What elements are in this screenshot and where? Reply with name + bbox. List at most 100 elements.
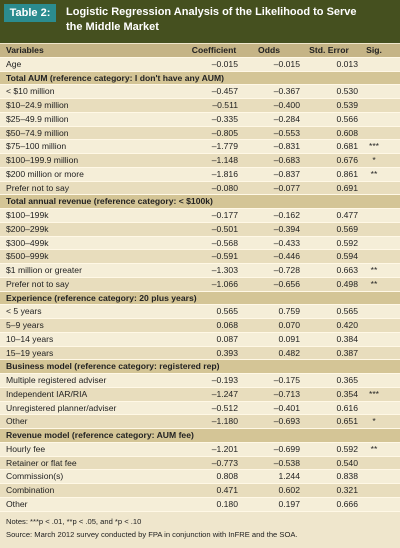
table-row: $10–24.9 million –0.511 –0.400 0.539: [0, 99, 400, 113]
cell-value: 0.384: [336, 333, 358, 344]
row-label: $200 million or more: [6, 168, 84, 179]
cell-value: 0.365: [336, 375, 358, 385]
cell-value: –0.837: [273, 168, 300, 179]
cell-value: 0.608: [336, 127, 358, 138]
table-row: Other –1.180 –0.693 0.651 *: [0, 415, 400, 429]
table-row: $75–100 million –1.779 –0.831 0.681 ***: [0, 140, 400, 154]
row-label: Independent IAR/RIA: [6, 388, 88, 399]
cell-value: 0.592: [336, 237, 358, 248]
note: Notes: ***p < .01, **p < .05, and *p < .…: [6, 517, 142, 526]
column-header: Odds: [258, 45, 280, 55]
cell-value: –0.553: [273, 127, 300, 138]
cell-value: –0.683: [273, 155, 300, 165]
cell-value: –0.080: [211, 182, 238, 193]
table-row: 10–14 years 0.087 0.091 0.384: [0, 332, 400, 347]
table-row: < $10 million –0.457 –0.367 0.530: [0, 85, 400, 99]
cell-value: –0.015: [273, 58, 300, 69]
cell-value: –1.247: [211, 388, 238, 399]
cell-value: 0.602: [278, 485, 300, 495]
cell-value: –0.805: [211, 127, 238, 138]
cell-value: 0.180: [216, 498, 238, 509]
cell-value: 0.482: [278, 347, 300, 358]
row-label: 15–19 years: [6, 347, 54, 358]
cell-value: 0.498: [336, 278, 358, 289]
row-label: < 5 years: [6, 306, 42, 317]
table-row: 15–19 years 0.393 0.482 0.387: [0, 346, 400, 361]
column-header: Variables: [6, 45, 44, 55]
cell-value: –0.728: [273, 265, 300, 275]
cell-value: ***: [368, 388, 380, 399]
table-row: $200–299k –0.501 –0.394 0.569: [0, 222, 400, 237]
cell-value: –1.201: [211, 443, 238, 454]
table-row: $200 million or more –1.816 –0.837 0.861 **: [0, 167, 400, 182]
cell-value: 0.592: [336, 443, 358, 454]
row-label: $10–24.9 million: [6, 100, 69, 110]
table-row: $300–499k –0.568 –0.433 0.592: [0, 236, 400, 251]
table-label: Table 2:: [4, 4, 56, 22]
cell-value: –0.367: [273, 86, 300, 97]
column-header: Sig.: [366, 45, 382, 55]
header-row: Variables Coefficient Odds Std. Error Sig.: [0, 44, 400, 58]
table-row: Prefer not to say –1.066 –0.656 0.498 **: [0, 277, 400, 292]
cell-value: –0.162: [273, 210, 300, 220]
cell-value: –0.457: [211, 86, 238, 97]
cell-value: 0.087: [216, 333, 238, 344]
cell-value: –0.394: [273, 223, 300, 234]
cell-value: –0.175: [273, 375, 300, 385]
cell-value: 0.530: [336, 86, 358, 97]
cell-value: 0.663: [336, 265, 358, 275]
cell-value: –0.656: [273, 278, 300, 289]
cell-value: 0.321: [336, 485, 358, 495]
table-row: Commission(s) 0.808 1.244 0.838: [0, 470, 400, 484]
row-label: Combination: [6, 485, 55, 495]
cell-value: –0.713: [273, 388, 300, 399]
cell-value: –1.779: [211, 141, 238, 152]
cell-value: –0.699: [273, 443, 300, 454]
row-label: Unregistered planner/adviser: [6, 402, 117, 413]
row-label: $25–49.9 million: [6, 113, 69, 124]
table-row: $500–999k –0.591 –0.446 0.594: [0, 250, 400, 264]
row-label: $1 million or greater: [6, 265, 82, 275]
section-heading: Experience (reference category: 20 plus …: [0, 291, 400, 306]
cell-value: 0.387: [336, 347, 358, 358]
table-row: Prefer not to say –0.080 –0.077 0.691: [0, 181, 400, 196]
section-heading: Business model (reference category: regi…: [0, 360, 400, 374]
table-row: Independent IAR/RIA –1.247 –0.713 0.354 ***: [0, 387, 400, 402]
cell-value: **: [370, 278, 378, 289]
table-row: Age –0.015 –0.015 0.013: [0, 57, 400, 72]
cell-value: 0.676: [336, 155, 358, 165]
table-title: Logistic Regression Analysis of the Like…: [66, 6, 357, 33]
row-label: $75–100 million: [6, 141, 67, 152]
table-row: $100–199k –0.177 –0.162 0.477: [0, 209, 400, 223]
cell-value: 0.566: [336, 113, 358, 124]
row-label: 5–9 years: [6, 320, 44, 330]
table-row: $1 million or greater –1.303 –0.728 0.663 **: [0, 264, 400, 278]
table-row: Retainer or flat fee –0.773 –0.538 0.540: [0, 456, 400, 471]
cell-value: –1.066: [211, 278, 238, 289]
table-row: $25–49.9 million –0.335 –0.284 0.566: [0, 112, 400, 127]
table-row: $50–74.9 million –0.805 –0.553 0.608: [0, 126, 400, 141]
table-row: $100–199.9 million –1.148 –0.683 0.676 *: [0, 154, 400, 168]
cell-value: 0.471: [216, 485, 238, 495]
row-label: < $10 million: [6, 86, 55, 97]
cell-value: –0.433: [273, 237, 300, 248]
cell-value: 0.477: [336, 210, 358, 220]
cell-value: 0.808: [216, 471, 238, 482]
section-heading: Revenue model (reference category: AUM f…: [0, 429, 400, 443]
cell-value: –0.400: [273, 100, 300, 110]
cell-value: –0.831: [273, 141, 300, 152]
row-label: Retainer or flat fee: [6, 457, 77, 468]
cell-value: **: [370, 168, 378, 179]
cell-value: –0.511: [212, 100, 238, 110]
row-label: Prefer not to say: [6, 182, 70, 193]
row-label: $100–199k: [6, 210, 49, 220]
row-label: Multiple registered adviser: [6, 375, 107, 385]
section-heading: Total AUM (reference category: I don't h…: [0, 71, 400, 86]
table-row: 5–9 years 0.068 0.070 0.420: [0, 319, 400, 333]
table-row: Combination 0.471 0.602 0.321: [0, 484, 400, 498]
table-row: Other 0.180 0.197 0.666: [0, 497, 400, 512]
row-label: Hourly fee: [6, 443, 46, 454]
column-header: Std. Error: [309, 45, 349, 55]
row-label: 10–14 years: [6, 333, 54, 344]
cell-value: 0.861: [336, 168, 358, 179]
